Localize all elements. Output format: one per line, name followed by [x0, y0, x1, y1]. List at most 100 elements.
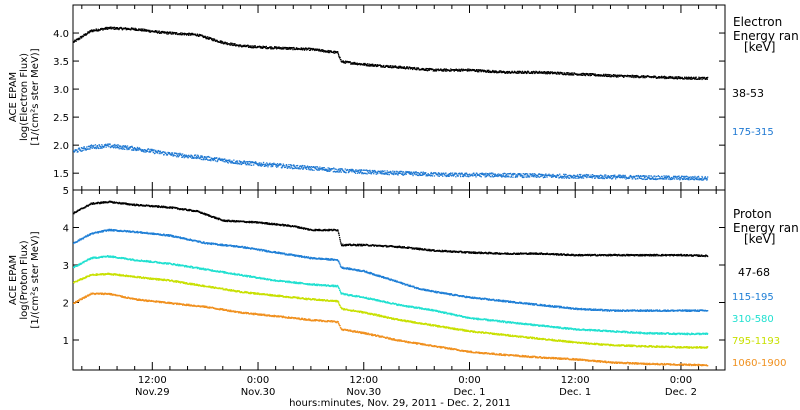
electron-data-point: [217, 159, 219, 161]
electron-data-point: [80, 149, 82, 151]
electron-data-point: [366, 64, 368, 66]
electron-data-point: [579, 176, 581, 178]
electron-data-point: [385, 172, 387, 174]
electron-data-point: [136, 146, 139, 149]
electron-data-point: [324, 50, 327, 52]
electron-data-point: [625, 178, 627, 180]
electron-data-point: [657, 76, 660, 78]
proton-data-point: [701, 254, 703, 256]
electron-data-point: [423, 173, 425, 176]
electron-data-point: [578, 177, 580, 179]
proton-data-point: [149, 205, 151, 207]
electron-data-point: [356, 62, 358, 64]
electron-data-point: [282, 46, 284, 48]
electron-data-point: [412, 173, 414, 175]
electron-data-point: [206, 38, 208, 40]
electron-data-point: [137, 29, 139, 32]
electron-data-point: [633, 175, 635, 177]
electron-data-point: [316, 166, 319, 168]
electron-data-point: [283, 164, 285, 167]
electron-data-point: [94, 147, 96, 149]
electron-data-point: [521, 72, 523, 74]
proton-data-point: [191, 210, 194, 212]
electron-data-point: [634, 76, 636, 78]
electron-data-point: [194, 33, 196, 35]
electron-data-point: [456, 173, 458, 175]
electron-data-point: [344, 171, 346, 173]
electron-data-point: [653, 76, 655, 78]
electron-data-point: [641, 175, 643, 177]
electron-data-point: [552, 176, 554, 178]
electron-data-point: [318, 48, 321, 50]
electron-data-point: [685, 78, 687, 80]
electron-data-point: [360, 64, 362, 66]
proton-data-point: [182, 208, 184, 210]
electron-data-point: [370, 65, 372, 67]
proton-data-point: [375, 244, 378, 247]
electron-data-point: [379, 172, 381, 174]
electron-data-point: [488, 174, 491, 177]
electron-data-point: [371, 65, 373, 67]
electron-data-point: [515, 176, 518, 178]
proton-data-point: [581, 255, 583, 257]
electron-data-point: [405, 173, 407, 175]
electron-data-point: [167, 153, 169, 156]
electron-data-point: [392, 172, 394, 174]
proton-data-point: [644, 255, 646, 257]
proton-data-point: [360, 244, 362, 246]
electron-data-point: [301, 164, 304, 167]
electron-data-point: [152, 150, 154, 152]
electron-data-point: [107, 143, 109, 145]
electron-data-point: [517, 72, 519, 74]
electron-data-point: [689, 177, 691, 179]
proton-data-point: [520, 252, 522, 254]
electron-data-point: [82, 147, 84, 149]
proton-data-point: [118, 202, 120, 204]
electron-data-point: [627, 177, 629, 180]
proton-data-point: [617, 254, 619, 257]
electron-data-point: [309, 166, 311, 169]
electron-data-point: [301, 49, 304, 51]
electron-data-point: [195, 154, 197, 156]
electron-data-point: [293, 47, 295, 49]
proton-data-point: [580, 255, 582, 257]
electron-data-point: [323, 50, 325, 53]
electron-data-point: [613, 75, 615, 78]
electron-data-point: [581, 74, 583, 76]
proton-data-point: [235, 220, 237, 222]
electron-data-point: [84, 149, 86, 151]
proton-data-point: [650, 254, 652, 256]
electron-data-point: [243, 160, 246, 163]
electron-data-point: [705, 78, 707, 80]
electron-data-point: [190, 34, 192, 36]
electron-data-point: [87, 148, 89, 150]
electron-data-point: [232, 161, 234, 164]
proton-data-point: [304, 228, 307, 230]
proton-data-point: [379, 244, 382, 247]
proton-data-point: [176, 207, 178, 209]
electron-data-point: [156, 152, 158, 154]
proton-data-point: [187, 210, 189, 212]
electron-data-point: [166, 33, 168, 35]
electron-ylabel-line2: log(Electron Flux): [19, 53, 30, 141]
proton-data-point: [399, 246, 401, 249]
electron-data-point: [222, 158, 225, 161]
electron-data-point: [398, 172, 401, 174]
electron-data-point: [649, 178, 651, 180]
electron-data-point: [582, 174, 584, 176]
electron-data-point: [243, 45, 245, 48]
electron-data-point: [142, 28, 144, 30]
proton-data-point: [544, 253, 547, 256]
electron-data-point: [218, 157, 221, 159]
electron-data-point: [375, 173, 378, 175]
electron-data-point: [98, 147, 100, 150]
electron-data-point: [431, 175, 434, 177]
electron-data-point: [110, 146, 112, 148]
proton-data-point: [420, 248, 422, 250]
electron-data-point: [429, 174, 431, 176]
electron-data-point: [643, 76, 646, 78]
proton-data-point: [649, 253, 651, 256]
proton-data-point: [563, 253, 565, 255]
electron-data-point: [491, 176, 493, 178]
electron-data-point: [303, 167, 305, 169]
